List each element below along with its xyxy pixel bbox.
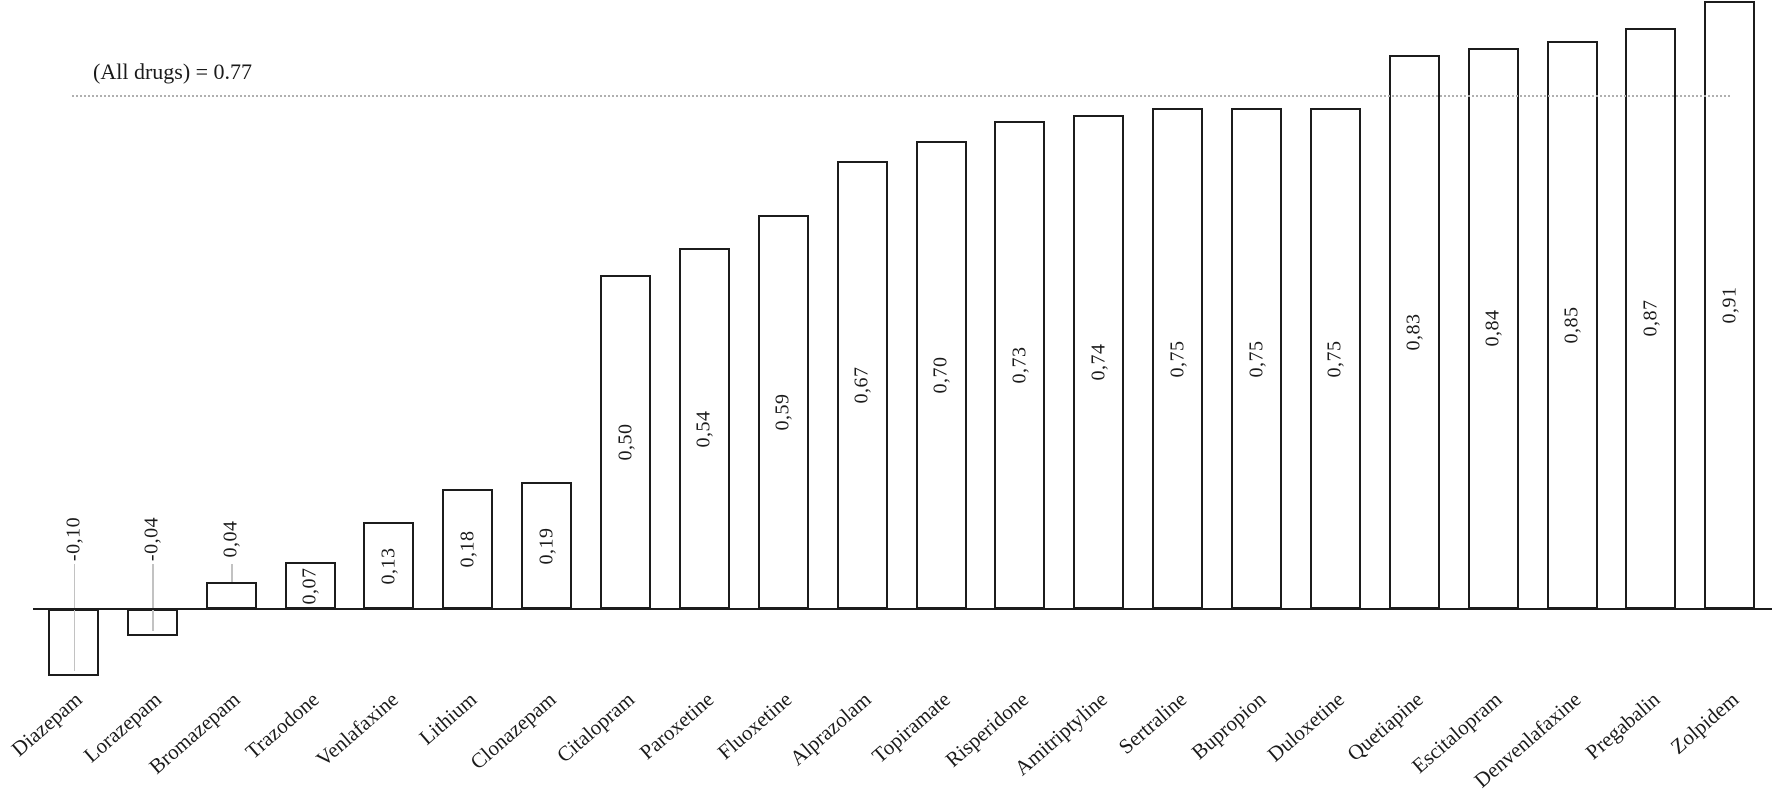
bar-value-label: 0,75 xyxy=(1166,340,1189,377)
bar-clonazepam xyxy=(521,482,573,609)
bar-denvenlafaxine xyxy=(1546,41,1598,609)
bar-sertraline xyxy=(1152,108,1204,609)
x-axis-label: Sertraline xyxy=(1113,687,1192,759)
x-axis-label: Lithium xyxy=(414,687,482,750)
bar-paroxetine xyxy=(678,248,730,609)
bar-zolpidem xyxy=(1704,1,1756,609)
bar-pregabalin xyxy=(1625,27,1677,609)
bar-venlafaxine xyxy=(363,522,415,609)
bar-value-label: 0,91 xyxy=(1718,286,1741,324)
bar-value-label: -0,10 xyxy=(62,516,84,562)
value-leader-line xyxy=(73,564,75,671)
bar-value-label: 0,50 xyxy=(614,423,637,461)
value-leader-line xyxy=(152,564,154,631)
bar-alprazolam xyxy=(836,161,888,609)
bar-value-label: 0,67 xyxy=(850,366,873,404)
bar-trazodone xyxy=(284,562,336,609)
bar-value-label: 0,85 xyxy=(1560,306,1583,344)
bar-fluoxetine xyxy=(757,214,809,609)
x-axis-label: Citalopram xyxy=(552,687,640,768)
bar-value-label: 0,13 xyxy=(377,547,400,585)
bar-value-label: 0,18 xyxy=(456,530,479,568)
bar-value-label: 0,19 xyxy=(535,527,558,564)
bar-value-label: 0,04 xyxy=(219,520,242,558)
bar-value-label: 0,87 xyxy=(1639,299,1662,337)
bar-risperidone xyxy=(994,121,1046,609)
bar-value-label: 0,75 xyxy=(1323,340,1346,377)
reference-line xyxy=(72,95,1730,97)
bar-value-label: 0,70 xyxy=(929,356,952,394)
bar-lithium xyxy=(442,488,494,609)
bar-value-label: 0,59 xyxy=(771,393,794,431)
x-axis-label: Zolpidem xyxy=(1665,687,1744,759)
bar-quetiapine xyxy=(1388,54,1440,609)
bar-topiramate xyxy=(915,141,967,609)
x-axis-label: Duloxetine xyxy=(1262,687,1349,767)
x-axis-label: Fluoxetine xyxy=(713,687,797,765)
x-axis-label: Diazepam xyxy=(7,687,88,762)
bar-value-label: 0,75 xyxy=(1245,340,1268,377)
x-axis-line xyxy=(33,608,1772,610)
bar-bromazepam xyxy=(205,582,257,609)
x-axis-label: Alprazolam xyxy=(785,687,876,771)
bar-value-label: 0,73 xyxy=(1008,346,1031,384)
bar-citalopram xyxy=(600,275,652,609)
x-axis-label: Paroxetine xyxy=(634,687,719,765)
bar-escitalopram xyxy=(1467,47,1519,609)
x-axis-label: Clonazepam xyxy=(465,687,561,775)
x-axis-label: Pregabalin xyxy=(1580,687,1665,765)
x-axis-label: Venlafaxine xyxy=(311,687,403,771)
bar-value-label: 0,83 xyxy=(1402,313,1425,351)
bar-amitriptyline xyxy=(1073,114,1125,609)
bar-value-label: 0,84 xyxy=(1481,309,1504,347)
bar-value-label: 0,54 xyxy=(692,410,715,448)
reference-line-label: (All drugs) = 0.77 xyxy=(93,59,253,84)
x-axis-label: Bupropion xyxy=(1186,687,1271,765)
bar-value-label: -0,04 xyxy=(140,516,163,562)
bar-value-label: 0,07 xyxy=(298,567,321,605)
value-leader-line xyxy=(231,564,233,583)
bar-value-label: 0,74 xyxy=(1087,343,1110,381)
